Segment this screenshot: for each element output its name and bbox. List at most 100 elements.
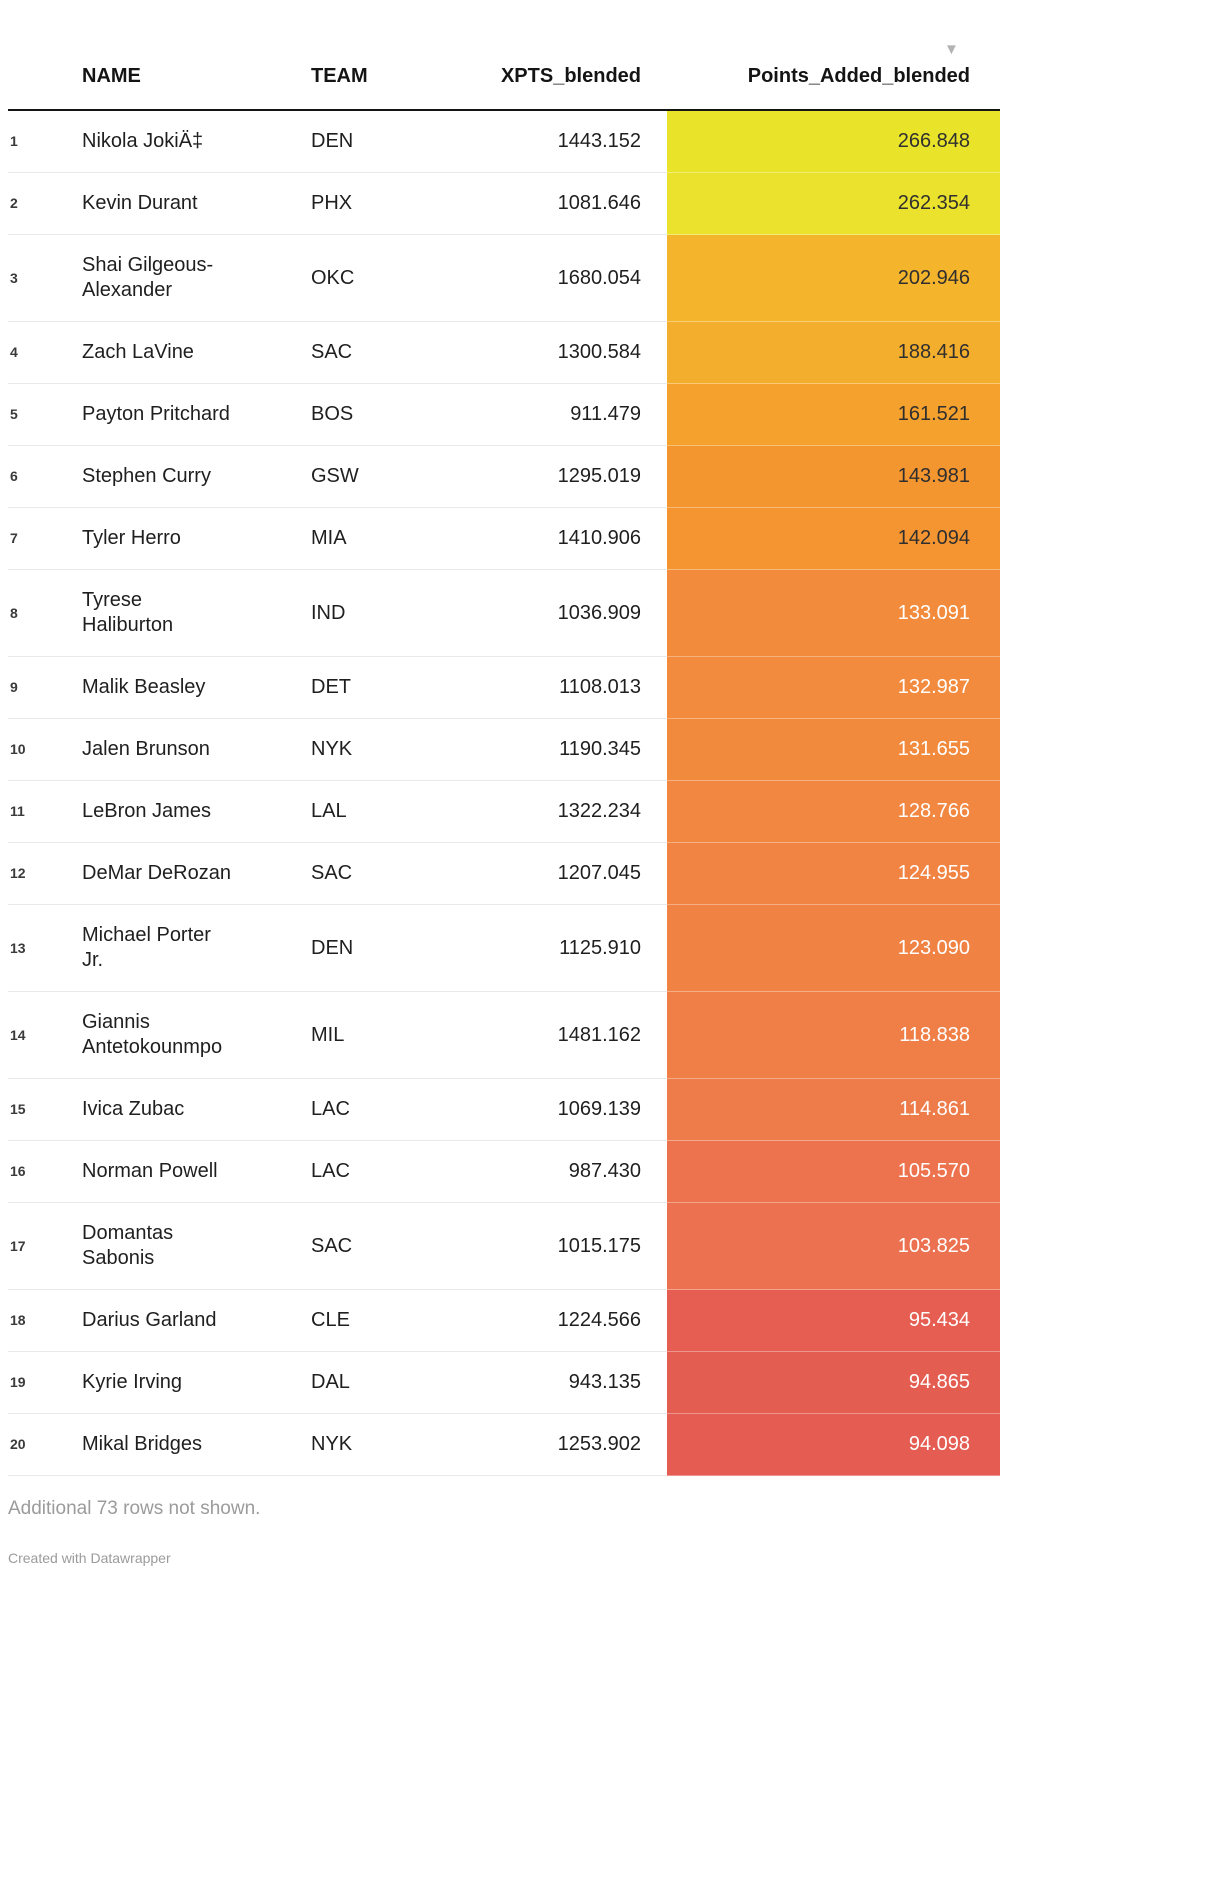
team-abbr: SAC [311,1203,441,1290]
team-abbr: BOS [311,384,441,446]
xpts-value: 1410.906 [441,508,667,570]
player-name: Tyler Herro [82,508,311,570]
header-xpts-blended[interactable]: XPTS_blended [441,54,667,111]
table-row: 4 Zach LaVine SAC 1300.584 188.416 [8,322,1000,384]
players-table: NAME TEAM XPTS_blended Points_Added_blen… [8,54,1000,1476]
header-row: NAME TEAM XPTS_blended Points_Added_blen… [8,54,1000,111]
row-rank: 11 [8,781,82,843]
player-name: Mikal Bridges [82,1414,311,1476]
player-name: Tyrese Haliburton [82,570,311,657]
table-row: 10 Jalen Brunson NYK 1190.345 131.655 [8,719,1000,781]
table-row: 2 Kevin Durant PHX 1081.646 262.354 [8,173,1000,235]
table-row: 19 Kyrie Irving DAL 943.135 94.865 [8,1352,1000,1414]
xpts-value: 1069.139 [441,1079,667,1141]
row-rank: 16 [8,1141,82,1203]
header-team[interactable]: TEAM [311,54,441,111]
xpts-value: 1190.345 [441,719,667,781]
xpts-value: 943.135 [441,1352,667,1414]
table-row: 1 Nikola JokiÄ‡ DEN 1443.152 266.848 [8,111,1000,173]
sort-descending-icon[interactable]: ▼ [944,41,959,58]
row-rank: 13 [8,905,82,992]
xpts-value: 1125.910 [441,905,667,992]
table-row: 16 Norman Powell LAC 987.430 105.570 [8,1141,1000,1203]
row-rank: 9 [8,657,82,719]
xpts-value: 1253.902 [441,1414,667,1476]
player-name: Nikola JokiÄ‡ [82,111,311,173]
points-added-value: 128.766 [667,781,1000,843]
team-abbr: LAL [311,781,441,843]
table-body: 1 Nikola JokiÄ‡ DEN 1443.152 266.848 2 Kevin D… [8,111,1000,1476]
xpts-value: 1108.013 [441,657,667,719]
xpts-value: 911.479 [441,384,667,446]
player-name: Payton Pritchard [82,384,311,446]
row-rank: 7 [8,508,82,570]
row-rank: 1 [8,111,82,173]
table-row: 3 Shai Gilgeous- Alexander OKC 1680.054 202.… [8,235,1000,322]
player-name: Darius Garland [82,1290,311,1352]
player-name: Malik Beasley [82,657,311,719]
player-name: Stephen Curry [82,446,311,508]
team-abbr: PHX [311,173,441,235]
table-row: 5 Payton Pritchard BOS 911.479 161.521 [8,384,1000,446]
row-rank: 12 [8,843,82,905]
xpts-value: 1322.234 [441,781,667,843]
points-added-value: 94.865 [667,1352,1000,1414]
header-name[interactable]: NAME [82,54,311,111]
table-row: 14 Giannis Antetokounmpo MIL 1481.162 118.83… [8,992,1000,1079]
team-abbr: NYK [311,719,441,781]
points-added-value: 132.987 [667,657,1000,719]
table-row: 18 Darius Garland CLE 1224.566 95.434 [8,1290,1000,1352]
row-rank: 4 [8,322,82,384]
points-added-value: 266.848 [667,111,1000,173]
points-added-value: 95.434 [667,1290,1000,1352]
xpts-value: 987.430 [441,1141,667,1203]
player-name: Shai Gilgeous- Alexander [82,235,311,322]
points-added-value: 143.981 [667,446,1000,508]
team-abbr: DAL [311,1352,441,1414]
table-row: 12 DeMar DeRozan SAC 1207.045 124.955 [8,843,1000,905]
datawrapper-table-page: ▼ NAME TEAM XPTS_blended Points_Added_bl… [8,41,1000,1566]
points-added-value: 142.094 [667,508,1000,570]
team-abbr: NYK [311,1414,441,1476]
xpts-value: 1680.054 [441,235,667,322]
header-points-added-blended[interactable]: Points_Added_blended [667,54,1000,111]
row-rank: 19 [8,1352,82,1414]
player-name: Kevin Durant [82,173,311,235]
xpts-value: 1036.909 [441,570,667,657]
team-abbr: IND [311,570,441,657]
player-name: Michael Porter Jr. [82,905,311,992]
row-rank: 2 [8,173,82,235]
player-name: Kyrie Irving [82,1352,311,1414]
table-row: 17 Domantas Sabonis SAC 1015.175 103.825 [8,1203,1000,1290]
row-rank: 10 [8,719,82,781]
points-added-value: 133.091 [667,570,1000,657]
points-added-value: 114.861 [667,1079,1000,1141]
row-rank: 8 [8,570,82,657]
team-abbr: GSW [311,446,441,508]
datawrapper-credit: Created with Datawrapper [8,1550,171,1566]
player-name: Ivica Zubac [82,1079,311,1141]
xpts-value: 1081.646 [441,173,667,235]
xpts-value: 1443.152 [441,111,667,173]
table-row: 15 Ivica Zubac LAC 1069.139 114.861 [8,1079,1000,1141]
xpts-value: 1015.175 [441,1203,667,1290]
xpts-value: 1295.019 [441,446,667,508]
team-abbr: DEN [311,111,441,173]
team-abbr: DET [311,657,441,719]
points-added-value: 202.946 [667,235,1000,322]
team-abbr: MIA [311,508,441,570]
points-added-value: 262.354 [667,173,1000,235]
rows-not-shown-note: Additional 73 rows not shown. [8,1498,261,1519]
player-name: LeBron James [82,781,311,843]
row-rank: 3 [8,235,82,322]
xpts-value: 1224.566 [441,1290,667,1352]
points-added-value: 161.521 [667,384,1000,446]
points-added-value: 131.655 [667,719,1000,781]
team-abbr: LAC [311,1079,441,1141]
table-row: 20 Mikal Bridges NYK 1253.902 94.098 [8,1414,1000,1476]
player-name: Zach LaVine [82,322,311,384]
row-rank: 6 [8,446,82,508]
row-rank: 17 [8,1203,82,1290]
table-row: 9 Malik Beasley DET 1108.013 132.987 [8,657,1000,719]
team-abbr: OKC [311,235,441,322]
